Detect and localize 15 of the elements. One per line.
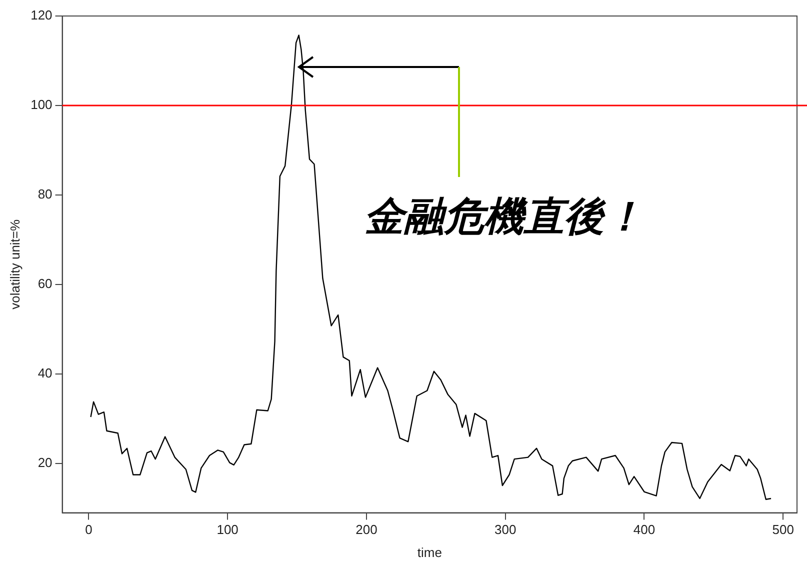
y-tick-label: 80 (38, 186, 52, 202)
y-tick-label: 40 (38, 366, 52, 381)
x-tick-label: 0 (85, 522, 92, 538)
x-tick-label: 300 (494, 522, 516, 538)
y-tick-label: 20 (38, 455, 52, 470)
y-tick-label: 120 (30, 8, 52, 23)
x-tick-label: 400 (633, 522, 656, 538)
y-axis-title: volatility unit=% (7, 218, 22, 310)
y-tick-label: 60 (38, 276, 52, 292)
x-tick-label: 500 (772, 522, 794, 538)
x-tick-label: 200 (356, 522, 378, 538)
x-axis-title: time (417, 544, 442, 560)
annotation: 金融危機直後！ (364, 193, 644, 242)
x-tick-label: 100 (216, 522, 238, 538)
y-tick-label: 100 (30, 97, 52, 112)
